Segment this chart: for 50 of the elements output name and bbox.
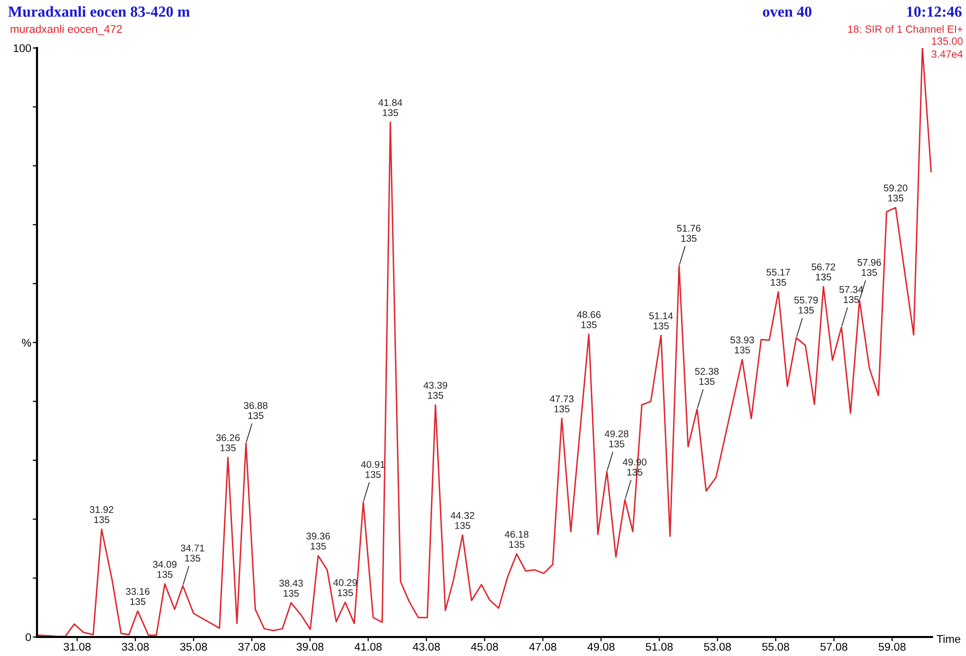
text: oven 40 <box>762 6 812 17</box>
annotation: 48.66 135 <box>576 311 601 328</box>
x-tick-label: 59.08 <box>878 642 906 651</box>
x-tick-label: 31.08 <box>64 642 91 651</box>
x-tick-label: 35.08 <box>180 642 208 651</box>
y-tick-label: 0 <box>26 633 32 642</box>
annotation: 31.92 135 <box>90 506 114 524</box>
annotation: 51.14 135 <box>649 312 673 330</box>
annotation: 55.79 135 <box>794 296 818 314</box>
text: 10:12:46 <box>907 6 962 17</box>
x-tick-label: 47.08 <box>529 642 556 651</box>
annotation: 52.38 135 <box>695 368 719 385</box>
annotation: 57.96 135 <box>857 258 881 276</box>
annotation: 44.32 135 <box>450 512 474 530</box>
annotation: 53.93 135 <box>730 336 754 354</box>
annotation: 3.47e4 <box>932 50 963 58</box>
annotation: 34.71 135 <box>180 544 204 562</box>
annotation: 46.18 135 <box>504 530 528 548</box>
y-tick-label: % <box>22 338 32 347</box>
annotation: 51.76 135 <box>677 224 701 242</box>
x-axis-title: Time <box>936 634 960 643</box>
x-tick-label: 41.08 <box>354 642 382 651</box>
chart-subtitle: muradxanli eocen_472 <box>10 24 122 36</box>
text: 135.00 <box>932 37 963 45</box>
text: 18: SIR of 1 Channel EI+ <box>848 25 962 33</box>
annotation: 38.43 135 <box>279 580 303 597</box>
annotation: 56.72 135 <box>812 263 836 280</box>
x-tick-label: 37.08 <box>238 642 266 651</box>
annotation: 39.36 135 <box>306 532 330 550</box>
annotation: 36.88 135 <box>244 402 268 420</box>
annotation: 59.20 135 <box>884 184 908 202</box>
x-tick-label: 39.08 <box>296 642 324 651</box>
x-tick-label: 53.08 <box>704 642 731 651</box>
x-tick-label: 43.08 <box>412 642 440 651</box>
annotation: 36.26 135 <box>216 434 240 452</box>
annotation: 55.17 135 <box>766 268 790 286</box>
x-tick-label: 51.08 <box>646 642 673 651</box>
annotation: 33.16 135 <box>126 588 150 605</box>
annotation: 34.09 135 <box>152 560 176 578</box>
x-tick-label: 57.08 <box>820 642 848 651</box>
chart-title: Muradxanli eocen 83-420 m <box>8 6 190 17</box>
y-tick-label: 100 <box>14 44 32 52</box>
x-tick-label: 45.08 <box>471 642 498 651</box>
x-tick-label: 33.08 <box>122 642 149 651</box>
annotation: 43.39 135 <box>424 382 448 399</box>
annotation: 49.28 135 <box>604 430 628 448</box>
x-tick-label: 49.08 <box>587 642 614 651</box>
annotation: 47.73 135 <box>550 395 574 412</box>
x-tick-label: 55.08 <box>762 642 790 651</box>
annotation: 41.84 135 <box>378 99 402 116</box>
